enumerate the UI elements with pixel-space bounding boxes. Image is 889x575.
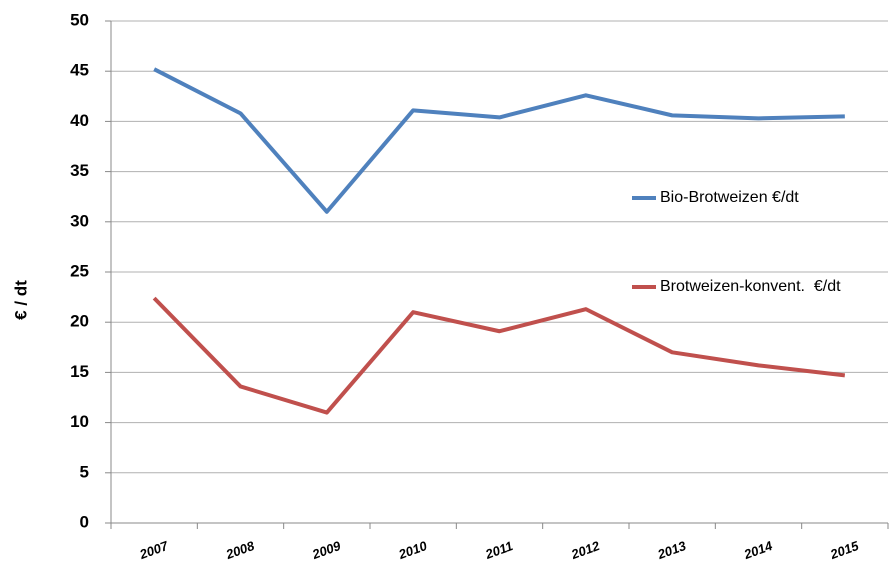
series-line	[153, 67, 845, 214]
legend-label: Bio-Brotweizen €/dt	[660, 189, 799, 206]
y-tick-label: 0	[80, 512, 89, 531]
x-tick-label: 2014	[741, 538, 775, 563]
y-tick-label: 25	[70, 261, 89, 280]
x-tick-label: 2010	[396, 538, 430, 563]
y-tick-label: 15	[70, 362, 89, 381]
y-axis-label: € / dt	[11, 280, 30, 320]
y-tick-label: 45	[70, 61, 89, 80]
x-tick-label: 2009	[309, 538, 343, 563]
x-tick-label: 2011	[482, 538, 514, 562]
x-tick-label: 2015	[827, 538, 861, 563]
x-tick-label: 2012	[568, 538, 602, 563]
y-tick-label: 10	[70, 412, 89, 431]
y-tick-label: 35	[70, 161, 89, 180]
series-line	[152, 296, 846, 415]
y-tick-label: 50	[70, 10, 89, 29]
x-tick-label: 2013	[655, 538, 689, 563]
x-tick-label: 2008	[223, 538, 257, 563]
y-tick-label: 40	[70, 111, 89, 130]
legend-label: Brotweizen-konvent. €/dt	[660, 278, 841, 295]
y-tick-label: 5	[80, 462, 89, 481]
y-tick-label: 30	[70, 211, 89, 230]
x-tick-label: 2007	[137, 538, 171, 563]
y-tick-label: 20	[70, 312, 89, 331]
